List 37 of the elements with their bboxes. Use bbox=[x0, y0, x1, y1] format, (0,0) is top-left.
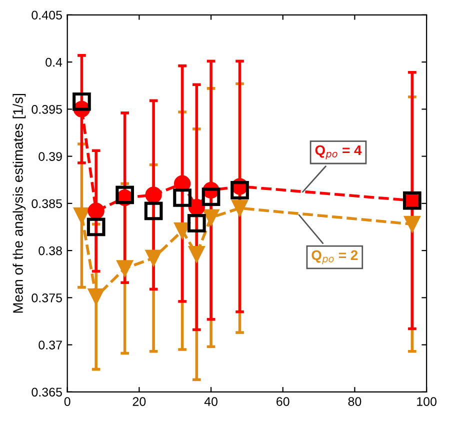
point bbox=[404, 216, 421, 232]
point bbox=[86, 218, 106, 236]
y-tick-label: 0.385 bbox=[32, 199, 62, 208]
point bbox=[116, 260, 134, 277]
point bbox=[88, 202, 104, 220]
x-tick-label: 0 bbox=[64, 397, 70, 406]
point bbox=[188, 246, 205, 263]
point bbox=[173, 188, 192, 207]
y-tick-label: 0.405 bbox=[32, 10, 62, 20]
point bbox=[202, 209, 220, 226]
point bbox=[231, 200, 248, 216]
point bbox=[187, 214, 206, 232]
x-tick-label: 80 bbox=[348, 397, 362, 406]
y-tick-label: 0.37 bbox=[38, 340, 62, 350]
point bbox=[174, 222, 191, 240]
y-tick-label: 0.365 bbox=[32, 388, 62, 397]
point bbox=[145, 250, 162, 266]
y-tick-label: 0.38 bbox=[38, 246, 62, 256]
x-tick-label: 100 bbox=[417, 397, 436, 406]
y-axis-title: Mean of the analysis estimates [1/s] bbox=[12, 94, 26, 313]
y-tick-label: 0.395 bbox=[32, 104, 62, 114]
y-tick-label: 0.4 bbox=[46, 58, 62, 67]
point bbox=[144, 202, 163, 220]
point bbox=[145, 186, 162, 204]
point bbox=[230, 181, 249, 200]
x-tick-label: 20 bbox=[132, 397, 146, 406]
point bbox=[202, 188, 220, 206]
y-tick-label: 0.39 bbox=[38, 152, 62, 161]
x-tick-label: 60 bbox=[276, 397, 290, 406]
y-tick-label: 0.375 bbox=[32, 293, 62, 302]
point bbox=[73, 207, 90, 224]
annotation: Q$_{po}$ = 4 bbox=[315, 145, 362, 160]
point bbox=[88, 288, 104, 306]
point bbox=[72, 92, 91, 111]
annotation: Q$_{po}$ = 2 bbox=[312, 250, 358, 264]
x-tick-label: 40 bbox=[204, 397, 218, 406]
point bbox=[116, 186, 134, 204]
